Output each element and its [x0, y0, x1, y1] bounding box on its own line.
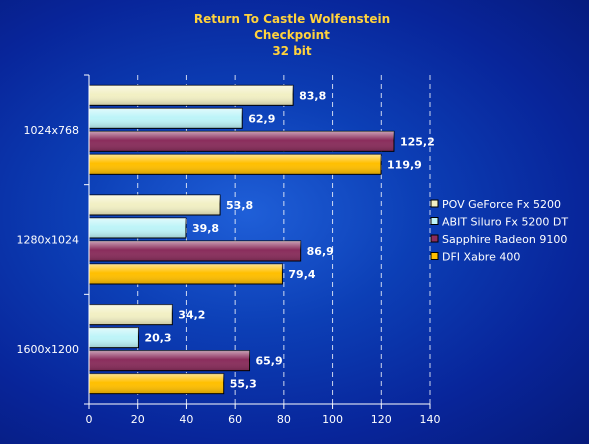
chart-title: Return To Castle Wolfenstein Checkpoint …: [194, 12, 390, 58]
grid: [137, 75, 431, 404]
data-label-1-2: 86,9: [307, 245, 334, 258]
bar-shine-1-1: [89, 218, 186, 238]
data-label-0-2: 125,2: [400, 135, 435, 148]
bar-shine-0-1: [89, 108, 243, 129]
bar-shine-0-3: [89, 154, 382, 175]
legend-swatch-1: [430, 217, 439, 225]
x-tick-label-2: 40: [179, 413, 193, 426]
bar-shine-2-1: [89, 327, 139, 348]
x-tick-label-4: 80: [277, 413, 291, 426]
bar-shine-2-3: [89, 373, 224, 394]
category-label-0: 1024x768: [24, 124, 80, 137]
data-label-1-1: 39,8: [192, 222, 219, 235]
data-label-2-0: 34,2: [178, 309, 205, 322]
x-tick-label-0: 0: [86, 413, 93, 426]
data-label-1-3: 79,4: [288, 268, 315, 281]
data-label-0-3: 119,9: [387, 158, 422, 171]
category-label-1: 1280x1024: [17, 234, 80, 247]
chart-title-line-1: Return To Castle Wolfenstein: [194, 12, 390, 26]
x-tick-label-7: 140: [420, 413, 441, 426]
category-label-2: 1600x1200: [17, 343, 80, 356]
legend-label-1: ABIT Siluro Fx 5200 DT: [442, 216, 568, 229]
bar-shine-0-0: [89, 85, 294, 106]
x-tick-label-1: 20: [131, 413, 145, 426]
bar-shine-0-2: [89, 131, 394, 152]
chart-title-line-3: 32 bit: [272, 44, 312, 58]
data-label-2-1: 20,3: [144, 332, 171, 345]
data-label-1-0: 53,8: [226, 199, 253, 212]
x-tick-label-3: 60: [228, 413, 242, 426]
legend-label-2: Sapphire Radeon 9100: [442, 233, 567, 246]
legend-label-3: DFI Xabre 400: [442, 251, 520, 264]
legend-swatch-0: [430, 199, 439, 208]
axes: 0 20 40 60 80 100 120 140: [84, 74, 441, 426]
bar-shine-1-0: [89, 195, 221, 215]
legend-swatch-3: [430, 252, 439, 260]
legend-swatch-2: [430, 234, 439, 243]
bar-shine-2-2: [89, 350, 250, 371]
x-tick-label-5: 100: [322, 413, 343, 426]
data-label-2-3: 55,3: [230, 378, 257, 391]
legend-label-0: POV GeForce Fx 5200: [442, 198, 561, 211]
bar-shine-2-0: [89, 304, 173, 325]
bars: 83,8 62,9 125,2 119,9 1024x768 53,8 39,8 86,9 79…: [17, 84, 435, 395]
bar-shine-1-2: [89, 241, 301, 261]
legend: POV GeForce Fx 5200 ABIT Siluro Fx 5200 D…: [430, 198, 568, 264]
data-label-0-0: 83,8: [299, 89, 326, 102]
data-label-0-1: 62,9: [248, 112, 275, 125]
data-label-2-2: 65,9: [256, 355, 283, 368]
x-tick-label-6: 120: [371, 413, 392, 426]
chart-title-line-2: Checkpoint: [254, 28, 330, 42]
bar-shine-1-3: [89, 264, 283, 284]
